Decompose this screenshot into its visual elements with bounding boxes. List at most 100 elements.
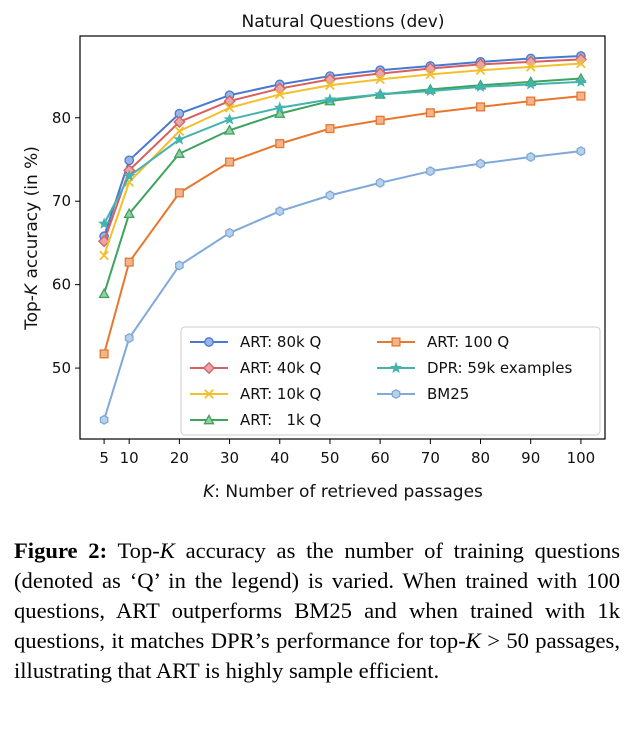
series-art-100-q bbox=[99, 91, 586, 359]
x-axis-label-text: : Number of retrieved passages bbox=[214, 482, 483, 502]
data-point-art-10k-q-40 bbox=[274, 89, 285, 100]
data-point-dpr-59k-examples-100 bbox=[574, 75, 587, 88]
data-point-bm25-30 bbox=[225, 227, 234, 238]
legend-entry-art-1k-q: ART: 1k Q bbox=[190, 411, 321, 429]
legend-label-art-100-q: ART: 100 Q bbox=[427, 333, 509, 351]
data-point-bm25-80 bbox=[476, 158, 485, 169]
data-point-art-10k-q-100 bbox=[576, 58, 586, 69]
x-tick-label-70: 70 bbox=[421, 449, 440, 467]
data-point-dpr-59k-examples-30 bbox=[223, 113, 236, 125]
legend-swatch-marker-bm25 bbox=[391, 388, 401, 400]
data-point-art-100-q-5 bbox=[99, 349, 109, 359]
data-point-dpr-59k-examples-60 bbox=[374, 88, 387, 100]
legend-label-dpr-59k-examples: DPR: 59k examples bbox=[427, 359, 572, 377]
data-point-art-80k-q-10 bbox=[124, 155, 135, 166]
data-point-art-1k-q-40 bbox=[274, 107, 286, 118]
caption-text-3: > 50 passages, illustrating that ART is … bbox=[14, 628, 620, 683]
data-point-bm25-20 bbox=[174, 260, 184, 271]
data-point-bm25-60 bbox=[375, 177, 385, 188]
line-chart: Natural Questions (dev) 5 10 20 30 40 50 60 70 8… bbox=[22, 12, 606, 502]
data-point-art-100-q-10 bbox=[124, 257, 134, 267]
chart-title: Natural Questions (dev) bbox=[242, 12, 445, 32]
data-point-bm25-10 bbox=[124, 332, 134, 344]
x-tick-label-20: 20 bbox=[170, 449, 189, 467]
series-bm25 bbox=[99, 146, 586, 425]
legend-entry-bm25: BM25 bbox=[377, 385, 469, 403]
y-axis-label-suffix: accuracy (in %) bbox=[22, 146, 42, 284]
data-point-art-100-q-50 bbox=[325, 124, 335, 134]
data-point-dpr-59k-examples-50 bbox=[323, 93, 336, 105]
data-point-dpr-59k-examples-10 bbox=[123, 169, 136, 182]
data-point-art-100-q-90 bbox=[526, 96, 536, 106]
data-point-art-10k-q-30 bbox=[224, 102, 235, 113]
caption-text-2: accuracy as the number of training quest… bbox=[14, 538, 620, 653]
series-art-80k-q bbox=[99, 51, 586, 242]
data-point-dpr-59k-examples-90 bbox=[524, 78, 537, 90]
legend-swatch-marker-art-10k-q bbox=[204, 389, 214, 399]
data-point-art-100-q-80 bbox=[475, 102, 486, 112]
data-point-art-40k-q-5 bbox=[97, 235, 111, 248]
x-tick-label-100: 100 bbox=[567, 449, 596, 467]
data-point-art-1k-q-30 bbox=[223, 124, 236, 135]
data-point-art-100-q-100 bbox=[576, 91, 586, 101]
legend-label-art-10k-q: ART: 10k Q bbox=[240, 385, 321, 403]
legend: ART: 80k Q ART: 40k Q ART: 10k Q ART: 1k Q A… bbox=[180, 326, 601, 436]
caption-var-2: K bbox=[465, 628, 481, 653]
data-point-bm25-40 bbox=[275, 206, 285, 217]
data-point-art-10k-q-20 bbox=[174, 126, 185, 136]
caption-var-1: K bbox=[159, 538, 175, 563]
y-axis-label-var: K bbox=[22, 282, 42, 295]
y-tick-label-80: 80 bbox=[52, 109, 71, 127]
data-point-art-100-q-20 bbox=[174, 188, 184, 198]
data-point-art-1k-q-20 bbox=[173, 147, 186, 158]
legend-swatch-marker-art-100-q bbox=[391, 337, 401, 347]
x-tick-label-90: 90 bbox=[521, 449, 540, 467]
data-point-art-1k-q-5 bbox=[98, 287, 110, 299]
y-tick-label-70: 70 bbox=[52, 192, 71, 210]
caption-text-1: Top- bbox=[117, 538, 160, 563]
legend-label-art-80k-q: ART: 80k Q bbox=[240, 333, 321, 351]
x-tick-label-30: 30 bbox=[220, 449, 239, 467]
x-axis-label-var: K bbox=[203, 482, 216, 502]
legend-entry-art-100-q: ART: 100 Q bbox=[377, 333, 509, 351]
data-point-dpr-59k-examples-80 bbox=[474, 80, 487, 93]
data-point-art-40k-q-30 bbox=[223, 94, 236, 108]
x-axis-label: K: Number of retrieved passages bbox=[203, 482, 483, 502]
data-point-dpr-59k-examples-20 bbox=[173, 133, 186, 145]
data-point-dpr-59k-examples-40 bbox=[273, 101, 286, 113]
data-point-dpr-59k-examples-5 bbox=[98, 217, 111, 229]
data-point-bm25-50 bbox=[325, 190, 335, 201]
y-axis-label-prefix: Top- bbox=[22, 295, 42, 331]
legend-label-art-1k-q: ART: 1k Q bbox=[240, 411, 321, 429]
legend-entry-art-80k-q: ART: 80k Q bbox=[190, 333, 321, 351]
x-tick-label-10: 10 bbox=[120, 449, 139, 467]
series-line-art-40k-q bbox=[103, 58, 581, 242]
y-axis-label: Top-K accuracy (in %) bbox=[22, 146, 42, 331]
legend-entry-dpr-59k-examples: DPR: 59k examples bbox=[377, 359, 572, 377]
legend-swatch-marker-art-80k-q bbox=[204, 337, 214, 347]
data-point-art-1k-q-10 bbox=[123, 207, 135, 219]
series-art-1k-q bbox=[98, 72, 587, 299]
data-point-dpr-59k-examples-70 bbox=[424, 84, 437, 97]
data-point-art-100-q-70 bbox=[425, 108, 435, 118]
x-tick-label-5: 5 bbox=[99, 449, 109, 467]
x-tick-label-60: 60 bbox=[371, 449, 390, 467]
data-point-art-10k-q-5 bbox=[99, 250, 109, 261]
caption-label: Figure 2: bbox=[14, 538, 108, 563]
legend-swatch-marker-dpr-59k-examples bbox=[389, 361, 403, 374]
legend-entry-art-40k-q: ART: 40k Q bbox=[190, 359, 321, 377]
legend-label-bm25: BM25 bbox=[427, 385, 469, 403]
data-point-art-10k-q-90 bbox=[525, 62, 536, 72]
legend-swatch-marker-art-1k-q bbox=[203, 414, 215, 425]
legend-label-art-40k-q: ART: 40k Q bbox=[240, 359, 321, 377]
data-point-art-100-q-40 bbox=[275, 139, 285, 149]
x-tick-label-40: 40 bbox=[270, 449, 289, 467]
y-tick-label-60: 60 bbox=[52, 276, 71, 294]
data-point-art-10k-q-70 bbox=[425, 69, 436, 80]
series-dpr-59k-examples bbox=[98, 75, 587, 229]
plot-area-frame bbox=[79, 35, 606, 440]
figure-caption: Figure 2: Top-K accuracy as the number o… bbox=[14, 536, 620, 686]
data-point-art-100-q-60 bbox=[375, 115, 385, 125]
x-tick-label-80: 80 bbox=[471, 449, 490, 467]
figure: Natural Questions (dev) 5 10 20 30 40 50 60 70 8… bbox=[22, 12, 606, 502]
